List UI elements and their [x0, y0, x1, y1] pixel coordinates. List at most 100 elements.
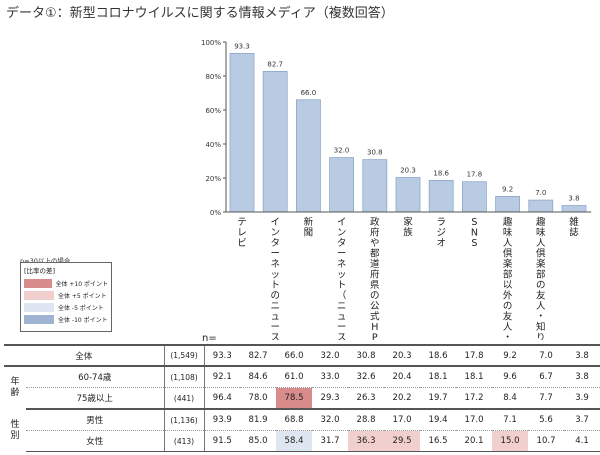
category-label: インターネットのニュース — [270, 217, 280, 340]
legend-item: 全体 +5 ポイント — [24, 289, 108, 301]
table-cell: 32.0 — [312, 409, 349, 432]
bar-value-label: 9.2 — [502, 185, 513, 193]
table-cell: 6.7 — [528, 366, 565, 389]
table-row: 年齢 60-74歳 (1,108) 92.1 84.6 61.0 33.0 32.6 20.4 1… — [4, 366, 600, 398]
table-cell: 93.9 — [204, 409, 241, 432]
bar — [395, 177, 421, 213]
table-cell: 84.6 — [240, 366, 277, 389]
category-label: インターネット（ニュースを除く） — [337, 217, 347, 340]
bar — [329, 157, 355, 213]
table-cell: 9.2 — [492, 343, 529, 368]
row-label: 女性 — [26, 430, 165, 453]
category-label: 趣味人倶楽部の友人・知り合い — [536, 216, 546, 340]
table-cell: 7.7 — [528, 387, 565, 411]
y-tick-label: 40% — [205, 141, 221, 149]
row-sample-size: (1,549) — [163, 343, 205, 368]
table-cell: 4.1 — [564, 430, 600, 453]
bar-value-label: 20.3 — [400, 166, 416, 174]
table-cell: 20.4 — [384, 366, 421, 389]
table-cell: 28.8 — [348, 409, 385, 432]
bar — [495, 195, 521, 213]
table-cell: 18.1 — [420, 366, 457, 389]
table-cell: 92.1 — [204, 366, 241, 389]
category-label: 雑誌 — [569, 216, 579, 239]
legend-label: 全体 +5 ポイント — [58, 292, 107, 300]
table-cell: 17.0 — [384, 409, 421, 432]
table-cell: 85.0 — [240, 430, 277, 453]
bar — [229, 52, 255, 213]
legend: [比率の差] 全体 +10 ポイント 全体 +5 ポイント 全体 -5 ポイント… — [20, 262, 112, 332]
table-cell: 3.8 — [564, 343, 600, 368]
row-sample-size: (1,108) — [163, 366, 205, 389]
bar-value-label: 7.0 — [535, 189, 546, 197]
table-cell: 31.7 — [312, 430, 349, 453]
category-label: 趣味人倶楽部以外の友人・知り合い — [503, 216, 513, 340]
table-cell: 19.4 — [420, 409, 457, 432]
bar-value-label: 82.7 — [267, 60, 283, 68]
bar-value-label: 93.3 — [234, 42, 250, 50]
y-tick-label: 0% — [210, 209, 221, 217]
table-cell: 17.2 — [456, 387, 493, 411]
table-cell: 91.5 — [204, 430, 241, 453]
table-cell: 78.0 — [240, 387, 277, 411]
row-group-label: 性別 — [10, 419, 20, 441]
legend-swatch — [24, 302, 54, 312]
y-tick-label: 20% — [205, 175, 221, 183]
bar — [561, 205, 587, 213]
table-cell: 30.8 — [348, 343, 385, 368]
table-cell: 96.4 — [204, 387, 241, 411]
bar-value-label: 18.6 — [433, 169, 449, 177]
table-cell: 81.9 — [240, 409, 277, 432]
table-cell: 29.3 — [312, 387, 349, 411]
table-cell: 15.0 — [492, 430, 529, 453]
row-label: 男性 — [26, 409, 165, 432]
table-cell: 10.7 — [528, 430, 565, 453]
bar — [428, 179, 454, 213]
legend-swatch — [24, 314, 54, 324]
category-label: 政府や都道府県の公式 H P — [370, 216, 380, 340]
table-cell: 61.0 — [276, 366, 313, 389]
table-cell: 66.0 — [276, 343, 313, 368]
row-sample-size: (441) — [163, 387, 205, 411]
row-label: 全体 — [4, 343, 165, 368]
table-cell: 68.8 — [276, 409, 313, 432]
table-cell: 18.6 — [420, 343, 457, 368]
table-cell: 17.0 — [456, 409, 493, 432]
table-cell: 5.6 — [528, 409, 565, 432]
bar — [262, 71, 288, 213]
category-label: テレビ — [237, 217, 247, 249]
category-label: ラジオ — [436, 217, 446, 249]
bar — [461, 181, 487, 213]
table-cell: 18.1 — [456, 366, 493, 389]
table-cell: 16.5 — [420, 430, 457, 453]
table-row: 75歳以上 (441) 96.4 78.0 78.5 29.3 26.3 20.2 19.7 17… — [4, 387, 600, 411]
sample-size-note: n=30以上の場合 — [20, 257, 71, 265]
category-label: 家族 — [403, 216, 413, 239]
table-row: 女性 (413) 91.5 85.0 58.4 31.7 36.3 29.5 16.5 20.1 1… — [4, 430, 600, 453]
table-cell: 26.3 — [348, 387, 385, 411]
legend-item: 全体 -10 ポイント — [24, 313, 108, 325]
n-label: n= — [202, 333, 217, 344]
bar-chart: 100% 80% 60% 40% 20% 0% 93.3 テレビ 82.7 インターネットのニュー… — [201, 39, 592, 340]
category-label: 新聞 — [304, 216, 314, 239]
table-cell: 33.0 — [312, 366, 349, 389]
table-cell: 36.3 — [348, 430, 385, 453]
table-cell: 78.5 — [276, 387, 313, 411]
legend-swatch — [24, 290, 54, 300]
table-cell: 20.3 — [384, 343, 421, 368]
legend-title: [比率の差] — [24, 267, 56, 275]
table-cell: 9.6 — [492, 366, 529, 389]
row-sample-size: (413) — [163, 430, 205, 453]
table-cell: 7.1 — [492, 409, 529, 432]
legend-label: 全体 +10 ポイント — [55, 280, 108, 288]
row-label: 60-74歳 — [26, 366, 165, 389]
bar-value-label: 66.0 — [301, 89, 317, 97]
legend-label: 全体 -10 ポイント — [58, 316, 108, 324]
legend-item: 全体 +10 ポイント — [24, 277, 108, 289]
table-row: 性別男性 (1,136) 93.9 81.9 68.8 32.0 28.8 17.0 19.4 1… — [4, 409, 600, 441]
table-cell: 32.0 — [312, 343, 349, 368]
table-cell: 3.9 — [564, 387, 600, 411]
bar-value-label: 3.8 — [568, 195, 579, 203]
table-cell: 19.7 — [420, 387, 457, 411]
